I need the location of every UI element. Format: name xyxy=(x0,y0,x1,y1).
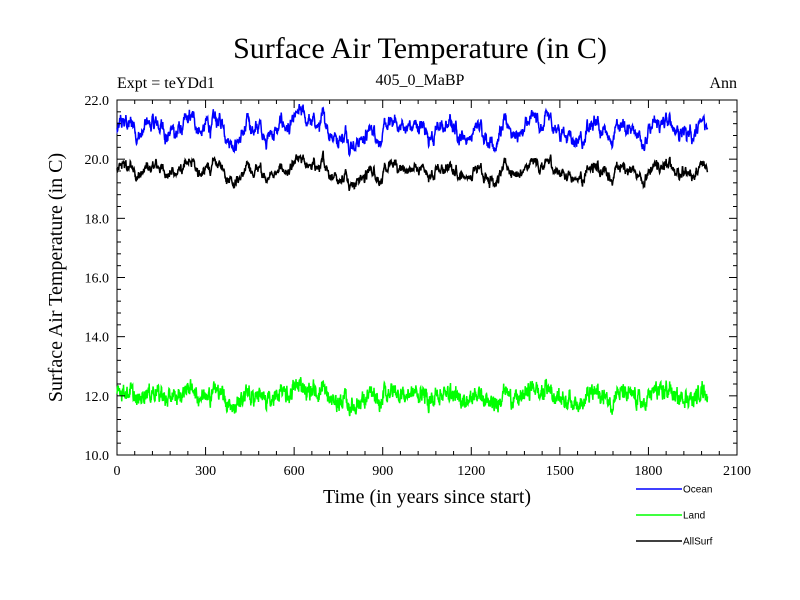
x-tick-label: 900 xyxy=(372,464,393,479)
legend: Ocean Land AllSurf xyxy=(636,485,713,548)
experiment-label: Expt = teYDd1 xyxy=(117,75,215,92)
series-line-allsurf xyxy=(116,150,709,192)
y-tick-label: 14.0 xyxy=(85,331,110,346)
y-tick-label: 12.0 xyxy=(85,390,110,405)
x-tick-label: 2100 xyxy=(723,464,751,479)
series-line-land xyxy=(116,377,709,417)
y-tick-label: 20.0 xyxy=(85,153,110,168)
y-axis-label: Surface Air Temperature (in C) xyxy=(45,153,67,402)
legend-label-land: Land xyxy=(683,511,705,522)
tick-layer: 0 300 600 900 1200 1500 1800 2100 10.0 12.0 14.0 16… xyxy=(85,94,752,479)
series-line-ocean xyxy=(116,104,709,158)
y-tick-label: 18.0 xyxy=(85,212,110,227)
x-tick-label: 600 xyxy=(284,464,305,479)
x-tick-label: 1200 xyxy=(457,464,485,479)
legend-label-allsurf: AllSurf xyxy=(683,537,713,548)
series-layer xyxy=(116,104,709,417)
legend-label-ocean: Ocean xyxy=(683,485,712,496)
x-tick-label: 300 xyxy=(195,464,216,479)
chart-title: Surface Air Temperature (in C) xyxy=(233,32,607,65)
y-tick-label: 16.0 xyxy=(85,272,110,287)
chart-subtitle: 405_0_MaBP xyxy=(376,72,465,89)
x-tick-label: 1500 xyxy=(546,464,574,479)
y-tick-label: 22.0 xyxy=(85,94,110,109)
x-tick-label: 0 xyxy=(114,464,121,479)
x-axis-label: Time (in years since start) xyxy=(323,486,531,508)
x-tick-label: 1800 xyxy=(634,464,662,479)
season-label: Ann xyxy=(709,75,737,92)
y-tick-label: 10.0 xyxy=(85,449,110,464)
